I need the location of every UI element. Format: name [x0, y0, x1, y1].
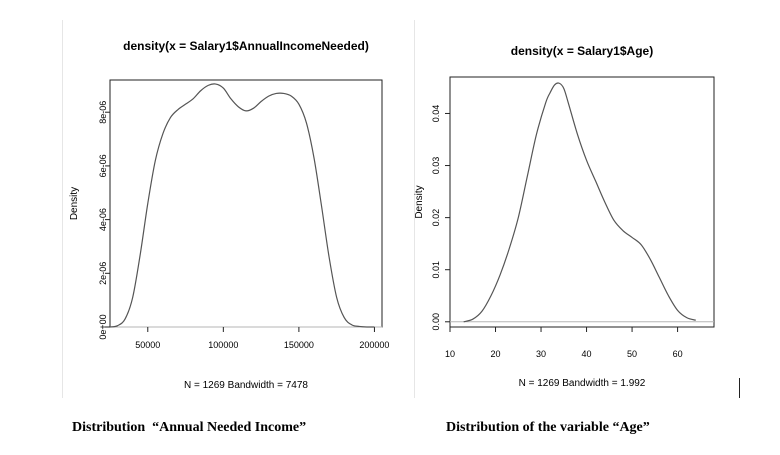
caption-age: Distribution of the variable “Age”: [446, 420, 650, 435]
y-tick-label: 0.01: [431, 261, 441, 279]
caption-annual-needed-income: Distribution “Annual Needed Income”: [72, 420, 307, 435]
left-plot-panel: density(x = Salary1$AnnualIncomeNeeded) N…: [62, 0, 394, 398]
plot-frame: [449, 76, 715, 328]
x-axis-label: N = 1269 Bandwidth = 1.992: [519, 378, 646, 389]
density-curve: [109, 83, 375, 328]
x-tick-label: 10: [445, 349, 455, 359]
right-plot-panel: density(x = Salary1$Age) N = 1269 Bandwid…: [414, 0, 720, 398]
y-tick-label: 6e-06: [98, 154, 108, 177]
x-tick-label: 100000: [208, 340, 238, 350]
annual-income-density-plot: density(x = Salary1$AnnualIncomeNeeded) N…: [69, 39, 389, 391]
x-tick-label: 60: [673, 349, 683, 359]
y-tick-label: 8e-06: [98, 101, 108, 124]
density-curve: [463, 82, 696, 323]
y-axis-label: Density: [69, 187, 80, 220]
x-tick-label: 150000: [284, 340, 314, 350]
y-tick-label: 2e-06: [98, 262, 108, 285]
x-tick-label: 50000: [135, 340, 160, 350]
text-cursor-mark: [739, 378, 740, 398]
x-tick-label: 30: [536, 349, 546, 359]
chart-title: density(x = Salary1$Age): [511, 44, 653, 58]
age-density-plot: density(x = Salary1$Age) N = 1269 Bandwid…: [414, 44, 715, 389]
y-tick-label: 0.04: [431, 105, 441, 123]
chart-title: density(x = Salary1$AnnualIncomeNeeded): [123, 39, 369, 53]
y-tick-label: 0.00: [431, 313, 441, 331]
y-tick-label: 0.02: [431, 209, 441, 227]
y-tick-label: 0.03: [431, 157, 441, 175]
x-tick-label: 40: [582, 349, 592, 359]
x-tick-label: 200000: [359, 340, 389, 350]
plot-frame: [109, 79, 383, 328]
x-axis-label: N = 1269 Bandwidth = 7478: [184, 380, 308, 391]
x-tick-label: 20: [491, 349, 501, 359]
y-tick-label: 4e-06: [98, 208, 108, 231]
x-tick-label: 50: [627, 349, 637, 359]
y-axis-label: Density: [414, 185, 425, 218]
y-tick-label: 0e+00: [98, 314, 108, 339]
